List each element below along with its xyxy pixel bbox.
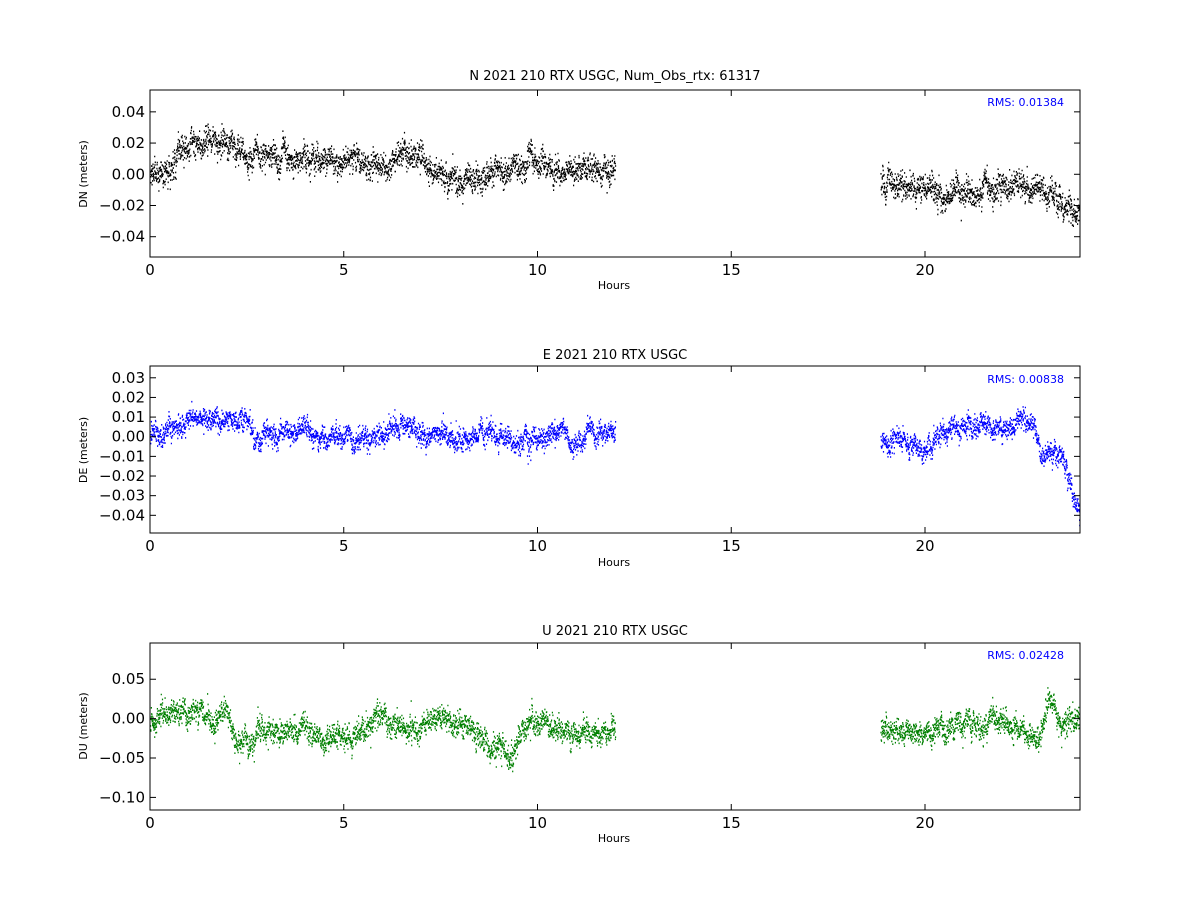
- y-axis-label: DN (meters): [77, 140, 90, 208]
- x-tick-label: 10: [528, 537, 547, 555]
- y-tick-label: −0.01: [99, 447, 145, 465]
- axes-east: 0 5 10 15 20 −0.04−0.03 −0.02 −0.010.00 0.01 0.02…: [99, 365, 1081, 555]
- axes-up: 0 5 10 15 20 −0.10 −0.05 0.00 0.05: [99, 642, 1081, 832]
- y-tick-label: 0.04: [112, 103, 145, 121]
- y-tick-label: −0.02: [99, 467, 145, 485]
- y-tick-label: −0.05: [99, 749, 145, 767]
- axes-north: 0 5 10 15 20 −0.04 −0.02 0.00 0.02 0.04: [99, 89, 1081, 279]
- y-tick-label: 0.02: [112, 134, 145, 152]
- y-tick-label: 0.00: [112, 165, 145, 183]
- x-tick-label: 5: [339, 537, 349, 555]
- x-tick-label: 10: [528, 261, 547, 279]
- y-tick-label: 0.01: [112, 408, 145, 426]
- data-points: [150, 400, 1080, 527]
- panel-up: U 2021 210 RTX USGC DU (meters) Hours RM…: [77, 624, 1081, 845]
- rms-annotation: RMS: 0.02428: [987, 649, 1064, 662]
- x-tick-label: 0: [145, 537, 155, 555]
- rms-annotation: RMS: 0.01384: [987, 96, 1064, 109]
- scatter-points-up: [150, 687, 1080, 773]
- x-axis-label: Hours: [598, 279, 630, 292]
- panel-title: U 2021 210 RTX USGC: [542, 624, 688, 639]
- y-tick-label: −0.03: [99, 487, 145, 505]
- plot-frame: [149, 642, 1081, 811]
- panel-east: E 2021 210 RTX USGC DE (meters) Hours RM…: [77, 348, 1081, 569]
- panel-north: N 2021 210 RTX USGC, Num_Obs_rtx: 61317 …: [77, 69, 1081, 292]
- y-tick-label: 0.03: [112, 369, 145, 387]
- y-tick-label: −0.10: [99, 788, 145, 806]
- scatter-points-east: [150, 400, 1080, 527]
- y-tick-label: −0.04: [99, 228, 145, 246]
- x-tick-label: 20: [915, 814, 934, 832]
- plot-frame: [149, 89, 1081, 258]
- y-axis-label: DE (meters): [77, 417, 90, 483]
- plot-frame: [149, 365, 1081, 534]
- y-tick-label: −0.04: [99, 506, 145, 524]
- x-tick-label: 15: [722, 261, 741, 279]
- x-tick-label: 15: [722, 814, 741, 832]
- x-tick-label: 10: [528, 814, 547, 832]
- y-axis-label: DU (meters): [77, 692, 90, 759]
- panel-title: N 2021 210 RTX USGC, Num_Obs_rtx: 61317: [469, 69, 760, 84]
- x-tick-label: 0: [145, 261, 155, 279]
- y-tick-label: 0.00: [112, 710, 145, 728]
- x-tick-label: 5: [339, 814, 349, 832]
- y-tick-label: 0.05: [112, 670, 145, 688]
- y-tick-label: 0.02: [112, 388, 145, 406]
- panel-title: E 2021 210 RTX USGC: [543, 348, 688, 363]
- y-tick-label: −0.02: [99, 196, 145, 214]
- y-tick-label: 0.00: [112, 428, 145, 446]
- x-axis-label: Hours: [598, 556, 630, 569]
- x-tick-label: 15: [722, 537, 741, 555]
- data-points: [150, 687, 1080, 773]
- x-tick-label: 0: [145, 814, 155, 832]
- x-tick-label: 5: [339, 261, 349, 279]
- rms-annotation: RMS: 0.00838: [987, 373, 1064, 386]
- x-tick-label: 20: [915, 261, 934, 279]
- x-tick-label: 20: [915, 537, 934, 555]
- x-axis-label: Hours: [598, 832, 630, 845]
